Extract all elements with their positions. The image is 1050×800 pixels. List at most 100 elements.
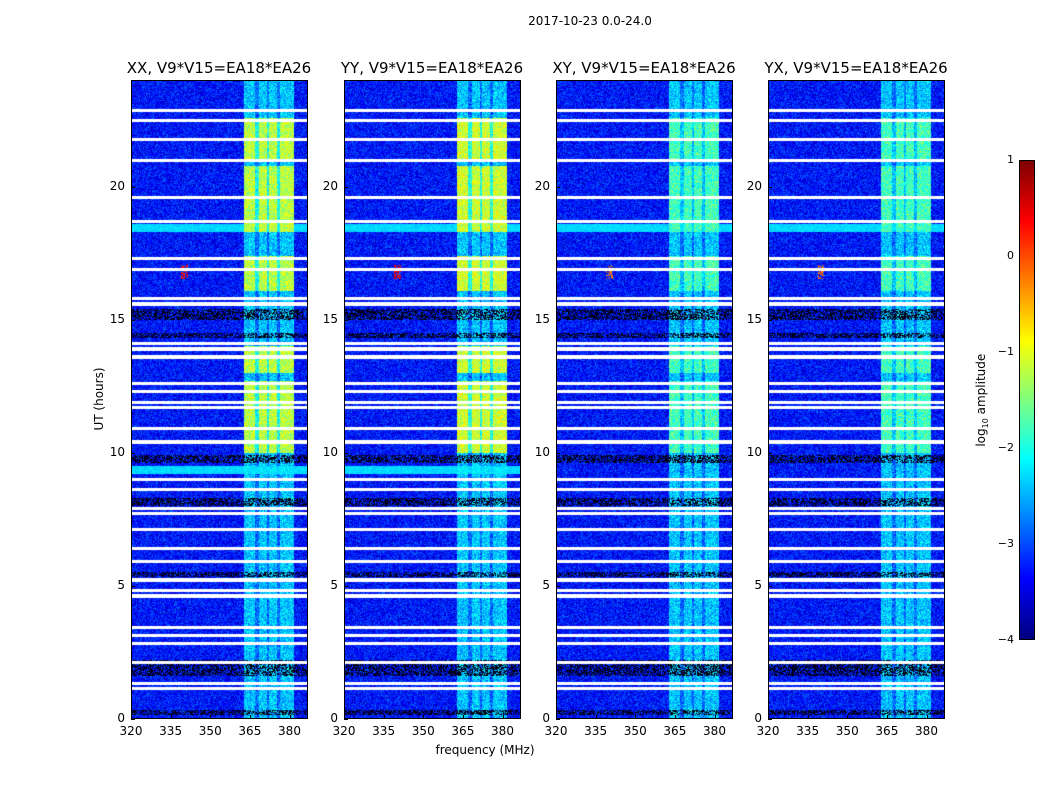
y-tick-label: 0 [542, 711, 550, 725]
y-tick-mark [768, 719, 772, 720]
x-tick-label: 335 [159, 724, 183, 738]
x-tick-mark [595, 715, 597, 719]
x-tick-label: 335 [372, 724, 396, 738]
colorbar-tick-label: −4 [997, 633, 1014, 646]
y-tick-mark [131, 452, 135, 454]
x-tick-mark [502, 715, 504, 719]
y-tick-label: 5 [330, 577, 338, 592]
x-tick-label: 380 [703, 724, 726, 738]
x-tick-label: 350 [623, 724, 647, 738]
y-tick-mark [768, 319, 772, 321]
panel-title: XY, V9*V15=EA18*EA26 [552, 59, 736, 77]
y-tick-mark [556, 186, 560, 188]
y-tick-label: 20 [534, 178, 550, 193]
x-tick-mark [344, 715, 345, 719]
x-tick-mark [635, 715, 637, 719]
spectrogram-panel [556, 80, 733, 719]
x-tick-mark [807, 715, 809, 719]
x-tick-mark [249, 715, 251, 719]
y-tick-label: 10 [534, 444, 550, 459]
y-tick-label: 20 [109, 178, 125, 193]
colorbar-tick-label: −3 [997, 537, 1014, 550]
y-tick-label: 0 [117, 711, 125, 725]
x-tick-label: 350 [411, 724, 435, 738]
y-tick-label: 15 [322, 311, 338, 326]
spectrogram-panel [344, 80, 521, 719]
y-tick-label: 5 [542, 577, 550, 592]
colorbar-tick-label: 0 [1007, 249, 1014, 262]
y-tick-label: 20 [746, 178, 762, 193]
x-tick-label: 365 [875, 724, 899, 738]
y-tick-mark [556, 585, 560, 587]
x-tick-mark [289, 715, 291, 719]
x-tick-label: 380 [491, 724, 514, 738]
x-tick-label: 335 [796, 724, 820, 738]
y-tick-mark [768, 452, 772, 454]
x-tick-label: 335 [584, 724, 608, 738]
x-tick-label: 320 [544, 724, 568, 738]
x-tick-mark [674, 715, 676, 719]
x-tick-mark [210, 715, 212, 719]
x-tick-label: 320 [332, 724, 356, 738]
x-tick-mark [926, 715, 928, 719]
panel-title: YX, V9*V15=EA18*EA26 [764, 59, 948, 77]
y-tick-label: 10 [109, 444, 125, 459]
y-tick-label: 15 [746, 311, 762, 326]
x-tick-label: 320 [119, 724, 143, 738]
x-tick-mark [383, 715, 385, 719]
spectrogram-panel [131, 80, 308, 719]
x-tick-mark [131, 715, 132, 719]
colorbar [1019, 160, 1035, 640]
colorbar-tick-label: 1 [1007, 153, 1014, 166]
x-tick-mark [847, 715, 849, 719]
colorbar-label: log10 amplitude [973, 353, 991, 447]
x-tick-mark [170, 715, 172, 719]
y-tick-mark [131, 186, 135, 188]
colorbar-tick-label: −1 [997, 345, 1014, 358]
y-tick-label: 20 [322, 178, 338, 193]
panel-title: XX, V9*V15=EA18*EA26 [126, 59, 312, 77]
y-tick-label: 10 [322, 444, 338, 459]
spectrogram-panel [768, 80, 945, 719]
y-axis-label: UT (hours) [92, 367, 106, 431]
y-tick-mark [768, 186, 772, 188]
y-tick-label: 5 [754, 577, 762, 592]
y-tick-mark [556, 719, 560, 720]
x-tick-mark [714, 715, 716, 719]
x-tick-mark [556, 715, 557, 719]
y-tick-mark [344, 452, 348, 454]
spectrogram-image [345, 81, 520, 718]
y-tick-label: 0 [754, 711, 762, 725]
x-tick-label: 320 [756, 724, 780, 738]
y-tick-mark [131, 719, 135, 720]
y-tick-mark [344, 719, 348, 720]
x-tick-label: 350 [198, 724, 222, 738]
y-tick-mark [556, 319, 560, 321]
colorbar-tick-label: −2 [997, 441, 1014, 454]
x-tick-label: 365 [451, 724, 475, 738]
y-tick-label: 15 [109, 311, 125, 326]
y-tick-mark [344, 319, 348, 321]
x-tick-label: 380 [915, 724, 938, 738]
y-tick-mark [344, 585, 348, 587]
x-tick-label: 380 [278, 724, 301, 738]
y-tick-mark [768, 585, 772, 587]
y-tick-label: 5 [117, 577, 125, 592]
y-tick-label: 15 [534, 311, 550, 326]
x-tick-mark [768, 715, 769, 719]
y-tick-mark [131, 585, 135, 587]
spectrogram-image [132, 81, 307, 718]
y-tick-mark [556, 452, 560, 454]
x-tick-mark [886, 715, 888, 719]
y-tick-mark [131, 319, 135, 321]
spectrogram-image [557, 81, 732, 718]
panel-title: YY, V9*V15=EA18*EA26 [340, 59, 524, 77]
x-tick-label: 365 [663, 724, 687, 738]
y-tick-label: 10 [746, 444, 762, 459]
y-tick-mark [344, 186, 348, 188]
x-axis-label: frequency (MHz) [435, 743, 535, 757]
spectrogram-image [769, 81, 944, 718]
x-tick-label: 350 [835, 724, 859, 738]
y-tick-label: 0 [330, 711, 338, 725]
